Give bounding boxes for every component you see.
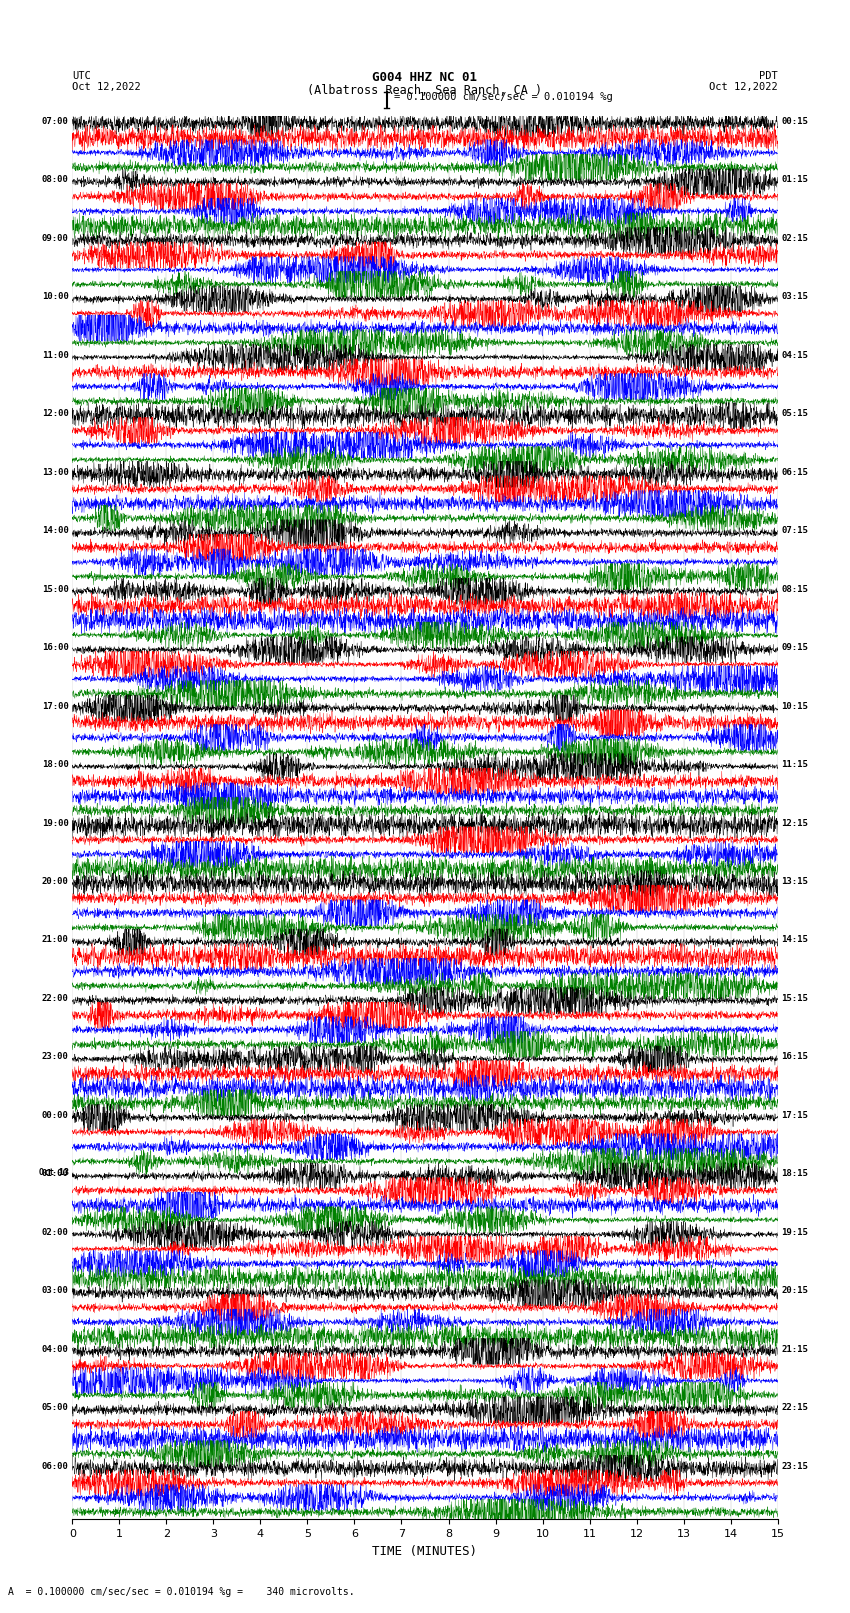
- Text: 13:00: 13:00: [42, 468, 69, 477]
- Text: 21:15: 21:15: [781, 1345, 808, 1353]
- Text: 03:15: 03:15: [781, 292, 808, 302]
- Text: 06:00: 06:00: [42, 1461, 69, 1471]
- Text: G004 HHZ NC 01: G004 HHZ NC 01: [372, 71, 478, 84]
- Text: (Albatross Reach, Sea Ranch, CA ): (Albatross Reach, Sea Ranch, CA ): [308, 84, 542, 97]
- Text: 17:00: 17:00: [42, 702, 69, 711]
- Text: 18:00: 18:00: [42, 760, 69, 769]
- Text: 04:00: 04:00: [42, 1345, 69, 1353]
- Text: 01:15: 01:15: [781, 176, 808, 184]
- Text: 10:00: 10:00: [42, 292, 69, 302]
- Text: 04:15: 04:15: [781, 350, 808, 360]
- Text: 06:15: 06:15: [781, 468, 808, 477]
- Text: 11:15: 11:15: [781, 760, 808, 769]
- Text: 22:15: 22:15: [781, 1403, 808, 1413]
- Text: 13:15: 13:15: [781, 877, 808, 886]
- Text: 07:00: 07:00: [42, 116, 69, 126]
- Text: 15:15: 15:15: [781, 994, 808, 1003]
- Text: 08:15: 08:15: [781, 584, 808, 594]
- Text: 17:15: 17:15: [781, 1111, 808, 1119]
- Text: 05:15: 05:15: [781, 410, 808, 418]
- Text: Oct 12,2022: Oct 12,2022: [709, 82, 778, 92]
- Text: 05:00: 05:00: [42, 1403, 69, 1413]
- Text: PDT: PDT: [759, 71, 778, 81]
- Text: 19:15: 19:15: [781, 1227, 808, 1237]
- Text: 19:00: 19:00: [42, 818, 69, 827]
- Text: 23:15: 23:15: [781, 1461, 808, 1471]
- Text: 18:15: 18:15: [781, 1169, 808, 1179]
- Text: 08:00: 08:00: [42, 176, 69, 184]
- Text: 20:15: 20:15: [781, 1286, 808, 1295]
- X-axis label: TIME (MINUTES): TIME (MINUTES): [372, 1545, 478, 1558]
- Text: 12:00: 12:00: [42, 410, 69, 418]
- Text: 09:00: 09:00: [42, 234, 69, 244]
- Text: 14:00: 14:00: [42, 526, 69, 536]
- Text: 16:15: 16:15: [781, 1052, 808, 1061]
- Text: 00:15: 00:15: [781, 116, 808, 126]
- Text: UTC: UTC: [72, 71, 91, 81]
- Text: 02:15: 02:15: [781, 234, 808, 244]
- Text: 10:15: 10:15: [781, 702, 808, 711]
- Text: 03:00: 03:00: [42, 1286, 69, 1295]
- Text: 20:00: 20:00: [42, 877, 69, 886]
- Text: 22:00: 22:00: [42, 994, 69, 1003]
- Text: 07:15: 07:15: [781, 526, 808, 536]
- Text: 14:15: 14:15: [781, 936, 808, 945]
- Text: 12:15: 12:15: [781, 818, 808, 827]
- Text: 16:00: 16:00: [42, 644, 69, 652]
- Text: 21:00: 21:00: [42, 936, 69, 945]
- Text: 09:15: 09:15: [781, 644, 808, 652]
- Text: Oct 12,2022: Oct 12,2022: [72, 82, 141, 92]
- Text: 23:00: 23:00: [42, 1052, 69, 1061]
- Text: 01:00: 01:00: [42, 1169, 69, 1179]
- Text: 15:00: 15:00: [42, 584, 69, 594]
- Text: A  = 0.100000 cm/sec/sec = 0.010194 %g =    340 microvolts.: A = 0.100000 cm/sec/sec = 0.010194 %g = …: [8, 1587, 355, 1597]
- Text: Oct 13: Oct 13: [39, 1168, 69, 1177]
- Text: = 0.100000 cm/sec/sec = 0.010194 %g: = 0.100000 cm/sec/sec = 0.010194 %g: [394, 92, 612, 102]
- Text: 00:00: 00:00: [42, 1111, 69, 1119]
- Text: 11:00: 11:00: [42, 350, 69, 360]
- Text: 02:00: 02:00: [42, 1227, 69, 1237]
